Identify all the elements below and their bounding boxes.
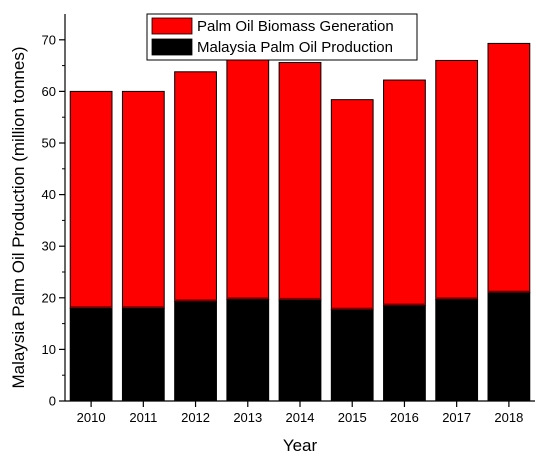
- legend-swatch-production: [151, 38, 193, 56]
- bar-boundary-2016: [383, 303, 426, 306]
- bar-biomass-2015: [330, 99, 374, 311]
- bar-biomass-2016: [383, 79, 426, 307]
- x-tick-label-2018: 2018: [494, 410, 523, 425]
- y-tick-label-60: 60: [42, 84, 56, 99]
- y-tick-label-20: 20: [42, 290, 56, 305]
- bar-production-2011: [121, 307, 165, 402]
- bar-biomass-2017: [435, 59, 479, 300]
- bar-production-2010: [69, 307, 113, 402]
- bar-production-2012: [174, 300, 217, 402]
- bar-production-2015: [330, 309, 374, 402]
- y-axis-ticks: 0 10 20 30 40 50 60 70: [42, 32, 65, 409]
- bar-production-2014: [278, 299, 322, 402]
- bars-group: [69, 42, 531, 402]
- x-tick-label-2016: 2016: [390, 410, 419, 425]
- bar-production-2016: [383, 305, 426, 402]
- bar-boundary-2014: [279, 297, 321, 300]
- bar-boundary-2015: [331, 307, 374, 310]
- bar-boundary-2017: [435, 297, 478, 300]
- x-axis-ticks: 2010 2011 2012 2013 2014 2015 2016 2017 2018: [77, 401, 523, 425]
- y-tick-label-50: 50: [42, 136, 56, 151]
- bar-production-2017: [435, 298, 479, 402]
- y-tick-label-40: 40: [42, 187, 56, 202]
- x-tick-label-2017: 2017: [442, 410, 471, 425]
- bar-biomass-2011: [121, 90, 165, 309]
- y-axis-title: Malaysia Palm Oil Production (million to…: [9, 46, 28, 388]
- bar-biomass-2010: [69, 90, 113, 309]
- bar-biomass-2018: [487, 42, 531, 294]
- y-tick-label-70: 70: [42, 32, 56, 47]
- bar-boundary-2012: [174, 299, 217, 302]
- x-tick-label-2015: 2015: [338, 410, 367, 425]
- x-tick-label-2011: 2011: [129, 410, 157, 425]
- bar-production-2013: [226, 298, 270, 402]
- x-axis-title: Year: [283, 436, 318, 455]
- bar-boundary-2010: [70, 306, 112, 309]
- x-tick-label-2013: 2013: [233, 410, 262, 425]
- bar-biomass-2013: [226, 57, 270, 300]
- bar-biomass-2012: [174, 71, 217, 302]
- legend-label-production: Malaysia Palm Oil Production: [197, 39, 393, 56]
- bar-boundary-2011: [122, 306, 165, 309]
- legend-swatch-biomass: [151, 17, 193, 35]
- legend-label-biomass: Palm Oil Biomass Generation: [197, 18, 394, 35]
- bar-boundary-2013: [226, 297, 269, 300]
- bar-production-2018: [487, 292, 531, 402]
- x-tick-label-2014: 2014: [286, 410, 315, 425]
- x-tick-label-2012: 2012: [181, 410, 210, 425]
- legend: Palm Oil Biomass Generation Malaysia Pal…: [146, 13, 418, 61]
- bar-boundary-2018: [488, 290, 530, 293]
- y-tick-label-10: 10: [42, 342, 56, 357]
- y-tick-label-30: 30: [42, 239, 56, 254]
- x-tick-label-2010: 2010: [77, 410, 106, 425]
- bar-biomass-2014: [278, 62, 322, 301]
- y-tick-label-0: 0: [49, 394, 56, 409]
